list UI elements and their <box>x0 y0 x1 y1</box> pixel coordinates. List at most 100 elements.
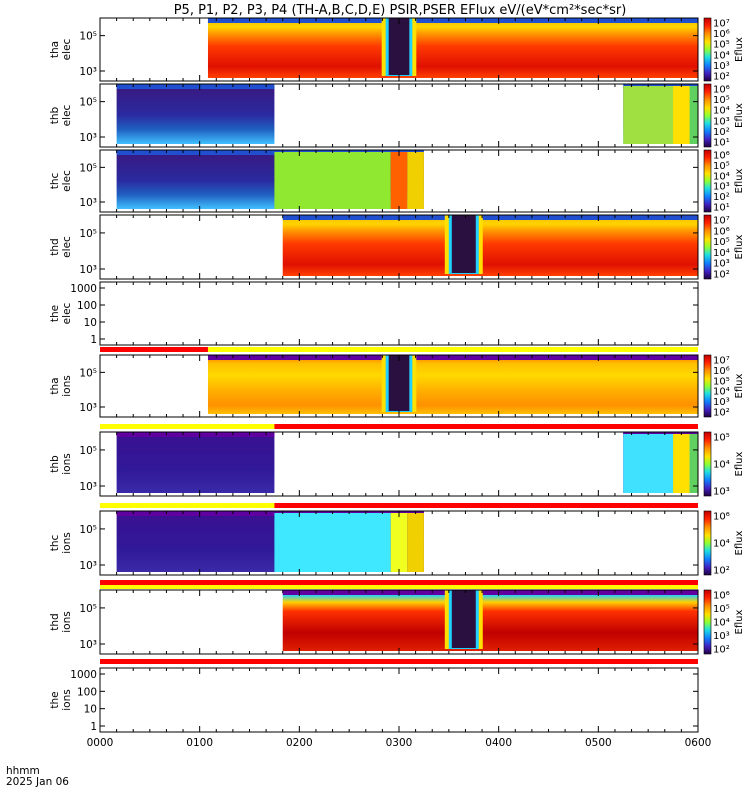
y-tick-label: 10³ <box>79 132 97 144</box>
y-tick-label: 10³ <box>79 560 97 572</box>
panel-thb-ions: 10⁵ 10³ thb ions 10⁵ 10⁴ 10³ Eflux <box>49 431 745 498</box>
colorbar-tick-label: 10⁵ <box>713 433 730 444</box>
colorbar <box>703 149 712 213</box>
spectrogram-fill <box>116 86 275 144</box>
colorbar-tick-label: 10⁵ <box>713 376 730 387</box>
colorbar-tick-label: 10² <box>713 72 730 83</box>
y-axis-label: thd <box>49 613 61 630</box>
spectrogram-top-strip <box>282 590 698 595</box>
colorbar-label: Eflux <box>734 451 745 476</box>
panel-thd-ions: 10⁵ 10³ thd ions 10⁶ 10⁵ 10⁴ 10³ 10² Eflux <box>49 589 745 656</box>
y-axis-label: the <box>49 305 61 322</box>
spectrogram-late-column <box>689 434 698 493</box>
y-tick-label: 1 <box>90 721 97 733</box>
spectrogram-top-strip <box>207 18 698 23</box>
gap-core <box>451 590 476 648</box>
spectrogram-top-strip <box>116 511 424 516</box>
spectrogram-mid-column <box>407 513 424 572</box>
mode-bar-segment <box>100 503 275 508</box>
gap-core <box>388 18 410 75</box>
colorbar-tick-label: 10³ <box>713 397 730 408</box>
colorbar-tick-label: 10⁴ <box>713 171 730 182</box>
x-axis-label-date: 2025 Jan 06 <box>6 776 69 788</box>
spectrogram-mid-column <box>390 513 408 572</box>
spectrogram-mid-column <box>407 152 424 209</box>
y-tick-label: 10⁵ <box>79 228 97 240</box>
mode-bars <box>100 347 698 664</box>
colorbar-label: Eflux <box>734 103 745 128</box>
y-tick-label: 100 <box>77 300 97 312</box>
mode-bar-segment <box>274 503 698 508</box>
colorbar <box>703 354 712 418</box>
y-tick-label: 1000 <box>70 283 97 295</box>
colorbar-tick-label: 10⁴ <box>713 460 730 471</box>
spectrogram-top-strip <box>207 355 698 360</box>
mode-bar-segment <box>100 424 275 429</box>
x-tick-label: 0200 <box>286 737 313 749</box>
y-axis-label: ions <box>61 611 73 632</box>
colorbar-label: Eflux <box>734 37 745 62</box>
mode-bar-segment <box>100 347 208 352</box>
colorbar-tick-label: 10⁵ <box>713 95 730 106</box>
y-axis-label: thc <box>49 535 61 552</box>
colorbar-tick-label: 10² <box>713 566 730 577</box>
x-tick-label: 0300 <box>386 737 413 749</box>
y-axis-label: ions <box>61 532 73 553</box>
x-axis: hhmm 2025 Jan 06 0000 0100 0200 0300 0400 050… <box>6 737 711 788</box>
colorbar-tick-label: 10⁶ <box>713 366 730 377</box>
colorbar-label: Eflux <box>734 234 745 259</box>
panel-the-ions: 1000 100 10 1 the ions <box>49 667 699 733</box>
y-tick-label: 1 <box>90 334 97 346</box>
gap-core <box>388 355 410 411</box>
y-tick-label: 10⁵ <box>79 162 97 174</box>
colorbar-tick-label: 10⁵ <box>713 40 730 51</box>
y-axis-label: elec <box>61 170 73 192</box>
colorbar-tick-label: 10⁴ <box>713 387 730 398</box>
mode-bar-segment <box>100 659 698 664</box>
colorbar-tick-label: 10⁶ <box>713 591 730 602</box>
colorbar-tick-label: 10⁶ <box>713 151 730 162</box>
y-tick-label: 10 <box>84 704 97 716</box>
y-axis-label: tha <box>49 377 61 394</box>
colorbar-tick-label: 10⁴ <box>713 539 730 550</box>
colorbar-tick-label: 10³ <box>713 487 730 498</box>
spectrogram-late-column <box>673 86 690 144</box>
spectrogram-mid-block <box>274 152 391 209</box>
spectrogram-mid-block <box>274 513 391 572</box>
colorbar <box>703 431 712 497</box>
colorbar-label: Eflux <box>734 373 745 398</box>
x-axis-label-hhmm: hhmm <box>6 765 40 777</box>
y-axis-label: tha <box>49 41 61 58</box>
colorbar <box>703 214 712 280</box>
colorbar-tick-label: 10¹ <box>713 138 730 149</box>
colorbar-tick-label: 10⁷ <box>713 216 730 227</box>
colorbar-tick-label: 10⁴ <box>713 618 730 629</box>
y-axis-label: thb <box>49 106 61 124</box>
y-tick-label: 10⁵ <box>79 524 97 536</box>
colorbar-tick-label: 10³ <box>713 61 730 72</box>
y-axis-label: ions <box>61 375 73 396</box>
y-axis-label: ions <box>61 689 73 710</box>
mode-bar-segment <box>207 347 698 352</box>
mode-bar-segment <box>274 424 698 429</box>
y-axis-label: thc <box>49 173 61 190</box>
spectrogram-late-column <box>673 434 690 493</box>
colorbar-label: Eflux <box>734 168 745 193</box>
x-tick-label: 0100 <box>186 737 213 749</box>
y-tick-label: 100 <box>77 686 97 698</box>
spectrogram-fill <box>282 217 698 276</box>
colorbar-tick-label: 10² <box>713 127 730 138</box>
spectrogram-fill <box>116 432 275 493</box>
panel-frame <box>99 667 699 733</box>
y-axis-label: thd <box>49 238 61 255</box>
colorbar-tick-label: 10² <box>713 408 730 419</box>
colorbar-label: Eflux <box>734 609 745 634</box>
x-tick-label: 0500 <box>585 737 612 749</box>
y-axis-label: elec <box>61 236 73 258</box>
colorbar-tick-label: 10⁴ <box>713 248 730 259</box>
